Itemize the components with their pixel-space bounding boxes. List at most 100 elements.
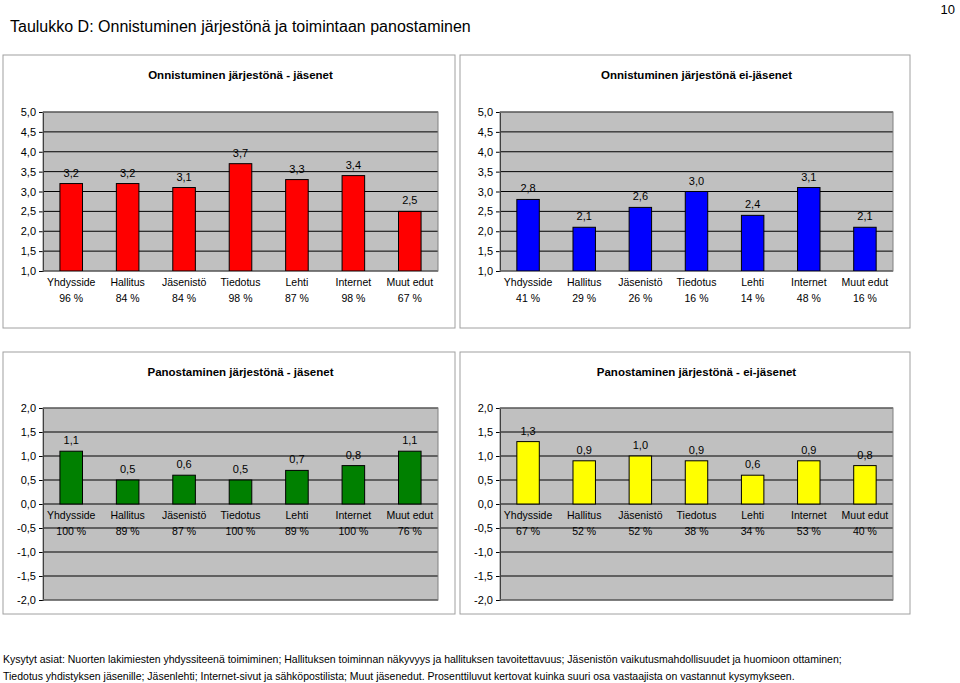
tick-label: 1,0 xyxy=(21,450,36,462)
data-label: 1,3 xyxy=(520,425,535,437)
tick-mark xyxy=(39,132,43,133)
category-label: Tiedotus xyxy=(677,276,717,288)
tick: 1,0 xyxy=(21,265,43,277)
tick: 0,5 xyxy=(478,474,500,486)
share-label: 52 % xyxy=(628,525,652,537)
bar xyxy=(854,227,876,271)
data-label: 0,8 xyxy=(346,449,361,461)
tick-label: 2,5 xyxy=(478,205,493,217)
tick: 2,0 xyxy=(478,225,500,237)
tick: 5,0 xyxy=(478,106,500,118)
tick-mark xyxy=(39,552,43,553)
share-label: 29 % xyxy=(572,292,596,304)
bar xyxy=(342,466,365,504)
tick: -1,5 xyxy=(474,570,500,582)
tick: 1,5 xyxy=(21,426,43,438)
tick-label: 0,0 xyxy=(478,498,493,510)
chart: -2,0-1,5-1,0-0,50,00,51,01,52,01,30,91,0… xyxy=(460,352,910,614)
grid-line xyxy=(500,432,893,433)
data-label: 0,9 xyxy=(689,444,704,456)
share-label: 67 % xyxy=(398,292,422,304)
data-label: 3,7 xyxy=(233,147,248,159)
tick-mark xyxy=(39,192,43,193)
plot: -2,0-1,5-1,0-0,50,00,51,01,52,01,30,91,0… xyxy=(474,402,893,606)
share-label: 98 % xyxy=(341,292,365,304)
tick: -0,5 xyxy=(17,522,43,534)
bar xyxy=(629,207,651,271)
data-label: 0,9 xyxy=(801,444,816,456)
plot-frame xyxy=(500,408,893,600)
data-label: 0,5 xyxy=(120,463,135,475)
tick-label: 1,0 xyxy=(21,265,36,277)
tick-label: 1,5 xyxy=(478,245,493,257)
tick-label: -0,5 xyxy=(17,522,36,534)
chart-title: Panostaminen järjestönä - ei-jäsenet xyxy=(597,366,797,378)
tick: 0,0 xyxy=(478,498,500,510)
category-label: Internet xyxy=(336,509,372,521)
tick-label: 4,0 xyxy=(478,146,493,158)
plot-area xyxy=(43,112,438,271)
category-label: Tiedotus xyxy=(677,509,717,521)
tick: 3,5 xyxy=(21,166,43,178)
plot-area xyxy=(500,112,893,271)
bar xyxy=(573,461,595,504)
data-label: 0,9 xyxy=(577,444,592,456)
category-label: Internet xyxy=(791,509,827,521)
tick: 1,0 xyxy=(478,450,500,462)
tick: -1,0 xyxy=(17,546,43,558)
tick-mark xyxy=(39,456,43,457)
tick: 3,0 xyxy=(478,186,500,198)
share-label: 87 % xyxy=(285,292,309,304)
tick-label: 0,0 xyxy=(21,498,36,510)
share-label: 38 % xyxy=(685,525,709,537)
tick-label: 3,5 xyxy=(478,166,493,178)
category-label: Muut edut xyxy=(386,276,433,288)
y-axis: -2,0-1,5-1,0-0,50,00,51,01,52,0 xyxy=(474,402,500,606)
category-label: Tiedotus xyxy=(221,509,261,521)
category-label: Jäsenistö xyxy=(162,509,207,521)
tick-label: 1,0 xyxy=(478,265,493,277)
grid-line xyxy=(500,151,893,152)
share-label: 76 % xyxy=(398,525,422,537)
chart-title: Onnistuminen järjestönä - jäsenet xyxy=(148,69,333,81)
category-label: Yhdysside xyxy=(504,276,553,288)
data-label: 3,0 xyxy=(689,175,704,187)
category-label: Tiedotus xyxy=(221,276,261,288)
tick-mark xyxy=(39,112,43,113)
tick: -0,5 xyxy=(474,522,500,534)
category-label: Yhdysside xyxy=(47,509,96,521)
tick-label: 2,0 xyxy=(478,225,493,237)
data-label: 3,1 xyxy=(801,171,816,183)
share-label: 87 % xyxy=(172,525,196,537)
grid-line xyxy=(500,131,893,132)
share-label: 67 % xyxy=(516,525,540,537)
tick: 2,5 xyxy=(21,205,43,217)
category-label: Hallitus xyxy=(110,276,144,288)
data-label: 2,5 xyxy=(402,194,417,206)
category-label: Lehti xyxy=(741,509,764,521)
plot-area xyxy=(43,408,438,600)
data-label: 3,1 xyxy=(176,171,191,183)
data-label: 2,6 xyxy=(633,190,648,202)
tick-label: 4,5 xyxy=(21,126,36,138)
grid-line xyxy=(43,456,438,457)
tick-label: 5,0 xyxy=(21,106,36,118)
data-label: 2,8 xyxy=(520,182,535,194)
tick-mark xyxy=(496,528,500,529)
tick-mark xyxy=(39,172,43,173)
tick-mark xyxy=(496,271,500,272)
share-label: 84 % xyxy=(116,292,140,304)
tick-mark xyxy=(496,552,500,553)
tick-label: 2,0 xyxy=(21,225,36,237)
tick: 0,5 xyxy=(21,474,43,486)
tick-mark xyxy=(496,504,500,505)
category-label: Muut edut xyxy=(842,276,889,288)
plot: -2,0-1,5-1,0-0,50,00,51,01,52,01,10,50,6… xyxy=(17,402,438,606)
tick: -2,0 xyxy=(474,594,500,606)
tick: 1,5 xyxy=(478,426,500,438)
bars xyxy=(517,188,876,271)
grid-line xyxy=(43,552,438,553)
bar xyxy=(854,466,876,504)
data-label: 1,1 xyxy=(64,434,79,446)
bar xyxy=(399,211,422,271)
